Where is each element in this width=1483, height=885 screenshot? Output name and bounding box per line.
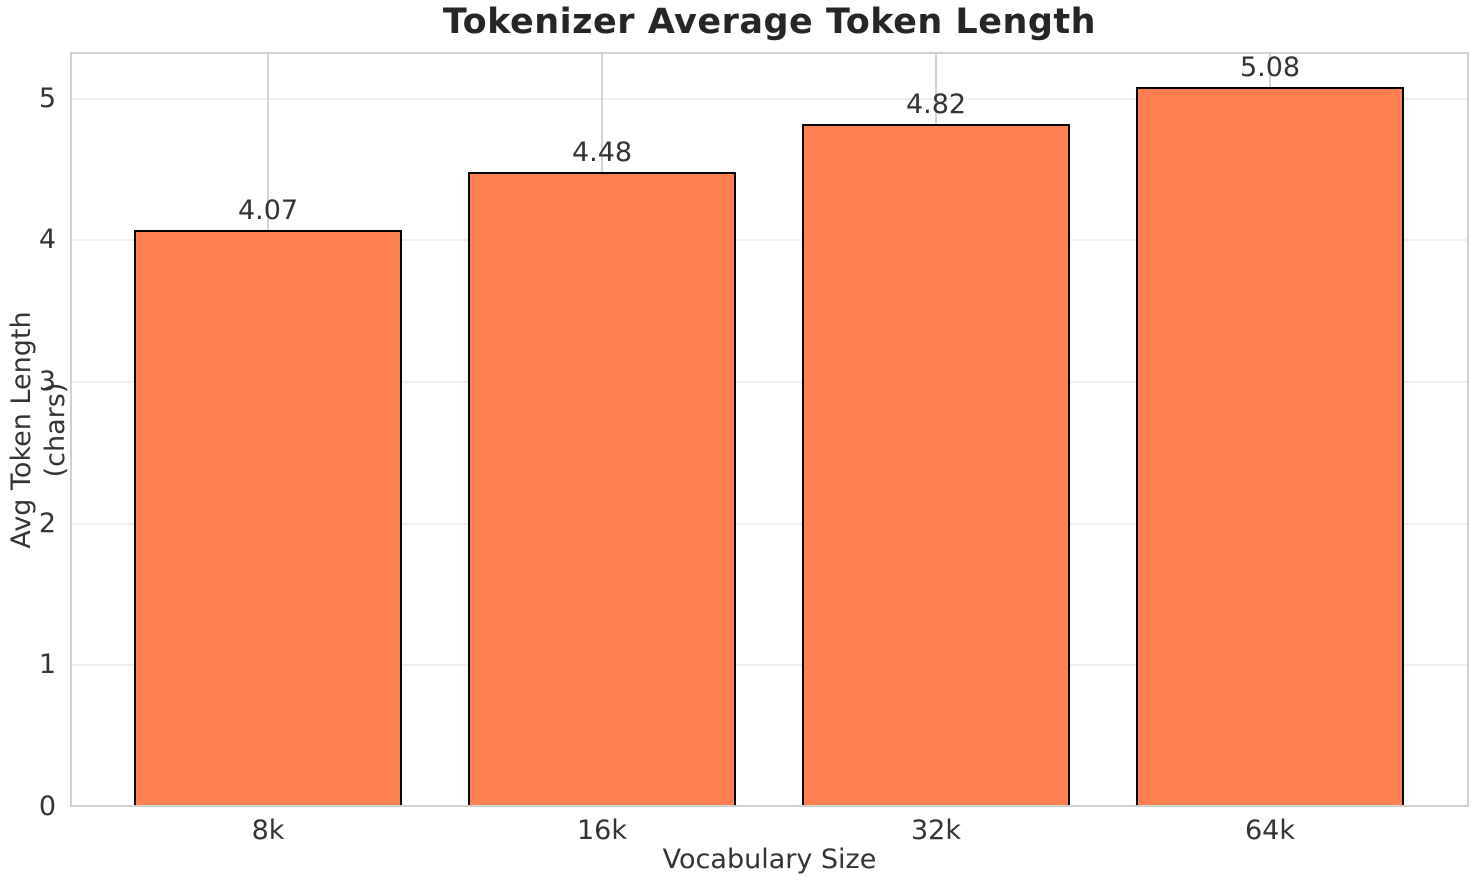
horizontal-gridline [70, 97, 1469, 100]
horizontal-gridline [70, 239, 1469, 242]
bar-16k [468, 172, 736, 807]
horizontal-gridline [70, 522, 1469, 525]
y-tick-label: 2 [38, 507, 56, 539]
x-tick-label: 8k [251, 815, 285, 846]
y-axis-label: Avg Token Length (chars) [6, 311, 71, 549]
bar-8k [134, 230, 402, 807]
x-tick-label: 64k [1245, 815, 1295, 846]
y-tick-label: 4 [38, 224, 56, 256]
x-axis-label: Vocabulary Size [662, 844, 877, 875]
chart-title: Tokenizer Average Token Length [442, 2, 1097, 42]
bar-32k [802, 124, 1070, 807]
bar-value-label: 4.07 [237, 194, 299, 226]
y-tick-label: 5 [38, 82, 56, 114]
bar-64k [1136, 87, 1404, 807]
bar-value-label: 5.08 [1239, 51, 1301, 83]
y-tick-label: 1 [38, 649, 56, 681]
horizontal-gridline [70, 664, 1469, 667]
y-tick-label: 0 [38, 791, 56, 822]
bar-value-label: 4.48 [571, 136, 633, 168]
horizontal-gridline [70, 381, 1469, 384]
plot-area: 4.07 4.48 4.82 5.08 [70, 52, 1469, 807]
x-tick-label: 16k [577, 815, 627, 846]
x-tick-label: 32k [911, 815, 961, 846]
bar-value-label: 4.82 [905, 88, 967, 120]
y-tick-label: 3 [38, 366, 56, 398]
